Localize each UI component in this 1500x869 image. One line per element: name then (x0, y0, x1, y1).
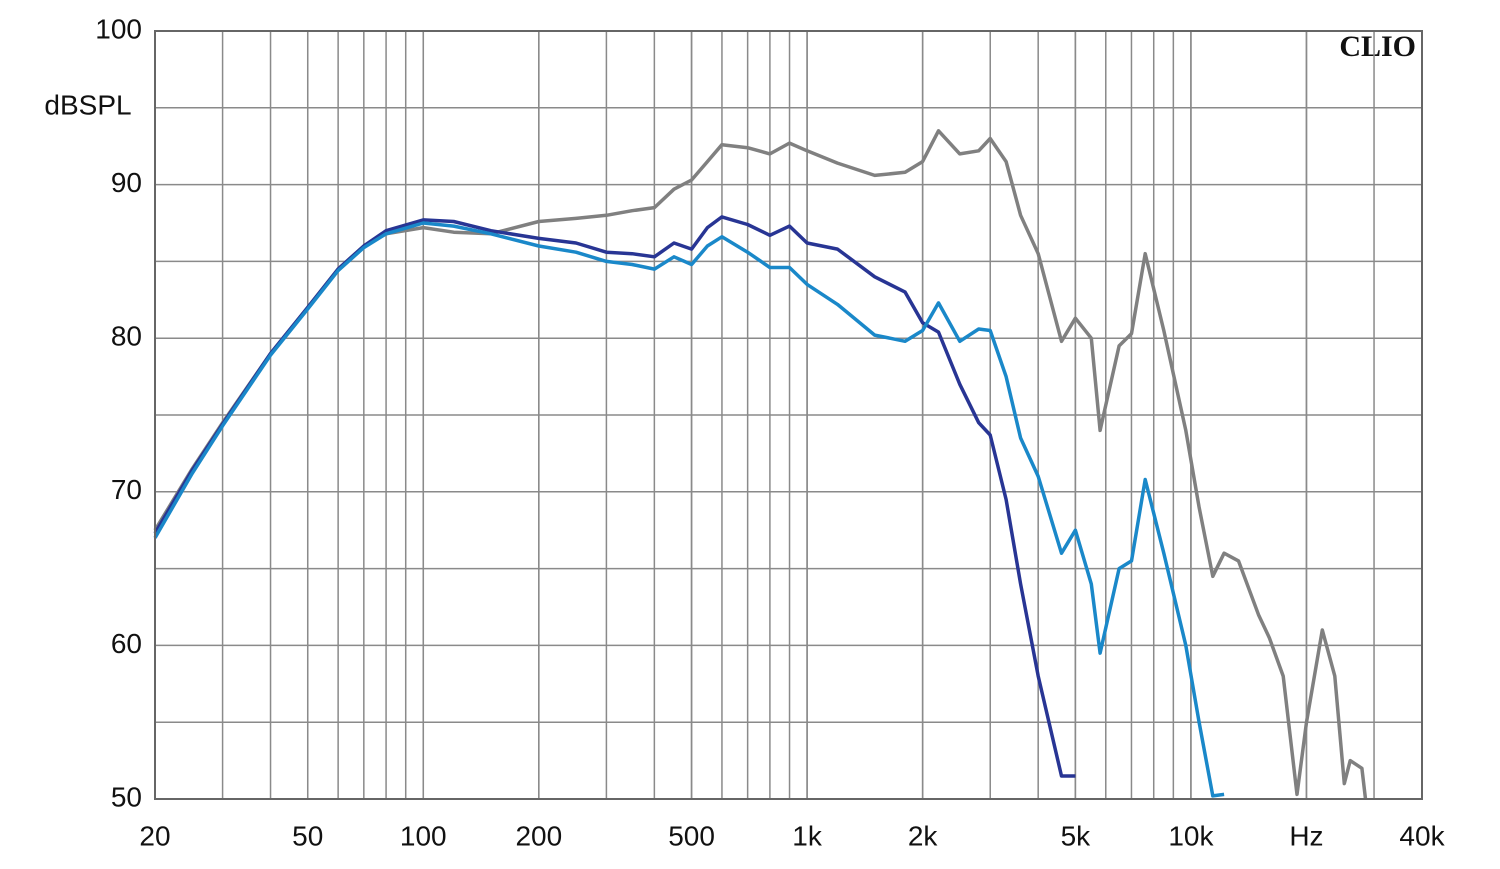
y-tick-label: 70 (111, 474, 142, 505)
series-line (153, 215, 1076, 778)
x-tick-label: 1k (792, 820, 823, 851)
y-tick-label: 80 (111, 321, 142, 352)
y-tick-label: 60 (111, 628, 142, 659)
x-tick-label: 100 (400, 820, 447, 851)
plot-frame (154, 30, 1423, 800)
x-tick-label: 20 (139, 820, 170, 851)
y-tick-label: 90 (111, 167, 142, 198)
y-tick-label: 100 (95, 13, 142, 44)
series-line (153, 221, 1225, 798)
annotation: CLIO (1339, 30, 1416, 63)
x-tick-label: 10k (1168, 820, 1214, 851)
series-line (153, 129, 1368, 800)
x-tick-label: 40k (1399, 820, 1445, 851)
x-tick-label: 5k (1061, 820, 1092, 851)
x-tick-label: 2k (908, 820, 939, 851)
x-tick-label: 500 (668, 820, 715, 851)
grid (154, 30, 1423, 800)
y-axis-label: dBSPL (44, 89, 131, 120)
y-tick-label: 50 (111, 781, 142, 812)
x-tick-label: 50 (292, 820, 323, 851)
x-tick-label: Hz (1289, 820, 1323, 851)
x-tick-label: 200 (515, 820, 562, 851)
